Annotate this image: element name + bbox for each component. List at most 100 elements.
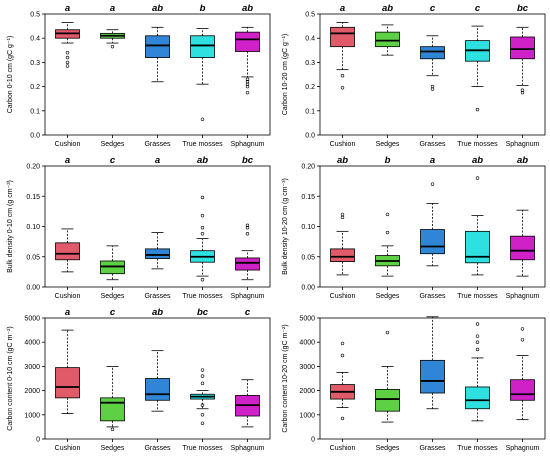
y-tick-label: 0.05 xyxy=(26,254,40,261)
iqr-box xyxy=(510,36,535,60)
significance-letter: c xyxy=(110,307,116,318)
y-tick-label: 4000 xyxy=(24,340,40,347)
outlier-point xyxy=(245,80,250,84)
significance-letter: b xyxy=(200,3,206,14)
outlier-point xyxy=(245,90,250,95)
significance-letter: c xyxy=(475,3,481,14)
iqr-box xyxy=(465,230,490,264)
y-tick-label: 0.1 xyxy=(305,108,315,115)
box-sedges xyxy=(375,330,400,423)
outlier-point xyxy=(200,374,205,378)
outlier-point xyxy=(200,413,205,417)
outlier-point xyxy=(475,322,480,326)
significance-letter: a xyxy=(65,307,70,318)
box-sedges xyxy=(100,245,125,281)
x-tick-label: True mosses xyxy=(182,141,223,148)
iqr-box xyxy=(420,229,445,255)
x-tick-label: Cushion xyxy=(330,293,356,300)
box-grasses xyxy=(420,35,445,91)
y-axis-label: Carbon content 0-10 cm (gC m⁻²) xyxy=(7,326,14,430)
y-tick-label: 0.10 xyxy=(301,224,315,231)
iqr-box xyxy=(330,26,355,48)
box-grasses xyxy=(145,26,170,83)
iqr-box xyxy=(375,31,400,48)
box-cushion xyxy=(330,22,355,90)
outlier-point xyxy=(200,403,205,407)
x-tick-label: Cushion xyxy=(330,445,356,452)
x-tick-label: Cushion xyxy=(55,293,81,300)
outlier-point xyxy=(245,232,250,236)
x-tick-label: True mosses xyxy=(182,293,223,300)
outlier-point xyxy=(110,44,115,49)
x-tick-label: Grasses xyxy=(144,445,171,452)
outlier-point xyxy=(475,334,480,338)
outlier-point xyxy=(520,90,525,95)
outlier-point xyxy=(430,87,435,91)
iqr-box xyxy=(145,378,170,401)
outlier-point xyxy=(340,353,345,358)
y-tick-label: 2000 xyxy=(24,388,40,395)
y-tick-label: 0 xyxy=(311,437,315,444)
y-tick-label: 0.0 xyxy=(305,133,315,140)
outlier-point xyxy=(65,51,70,55)
outlier-point xyxy=(65,60,70,65)
x-tick-label: Grasses xyxy=(419,141,446,148)
box-true-mosses xyxy=(190,195,215,282)
iqr-box xyxy=(420,46,445,60)
x-tick-label: True mosses xyxy=(457,141,498,148)
iqr-box xyxy=(375,388,400,412)
y-tick-label: 0.2 xyxy=(30,84,40,91)
y-axis-label: Carbon 10-20 cm (gC g⁻¹) xyxy=(282,34,289,116)
outlier-point xyxy=(430,182,435,186)
y-tick-label: 2000 xyxy=(299,388,315,395)
y-tick-label: 0.00 xyxy=(26,285,40,292)
outlier-point xyxy=(340,416,345,421)
x-tick-label: Grasses xyxy=(144,293,171,300)
outlier-point xyxy=(200,381,205,386)
significance-letter: bc xyxy=(242,155,254,166)
box-sedges xyxy=(375,24,400,56)
box-cushion xyxy=(55,228,80,273)
y-tick-label: 0 xyxy=(36,437,40,444)
significance-letter: c xyxy=(245,307,251,318)
x-tick-label: Grasses xyxy=(144,141,171,148)
y-tick-label: 3000 xyxy=(299,364,315,371)
significance-letter: bc xyxy=(197,307,209,318)
x-tick-label: Sedges xyxy=(376,293,400,300)
outlier-point xyxy=(385,330,390,335)
panel-3: 0.00 0.05 0.10 0.15 0.20 Bulk density 0-10 cm… xyxy=(7,155,271,300)
outlier-point xyxy=(200,232,205,236)
panel-2: 0.0 0.1 0.2 0.3 0.4 0.5 Carbon 10-20 cm (gC g⁻… xyxy=(282,3,546,148)
iqr-box xyxy=(100,260,125,275)
box-grasses xyxy=(145,350,170,412)
box-sphagnum xyxy=(510,327,535,421)
x-tick-label: Sphagnum xyxy=(231,141,265,148)
box-sedges xyxy=(375,212,400,277)
x-tick-label: Sedges xyxy=(101,445,125,452)
y-tick-label: 5000 xyxy=(299,316,315,323)
iqr-box xyxy=(330,248,355,262)
box-grasses xyxy=(145,232,170,270)
box-sedges xyxy=(100,29,125,49)
outlier-point xyxy=(65,64,70,68)
outlier-point xyxy=(200,195,205,200)
y-tick-label: 0.4 xyxy=(305,36,315,43)
outlier-point xyxy=(245,82,250,86)
significance-letter: a xyxy=(65,3,70,14)
outlier-point xyxy=(475,340,480,344)
panel-5: 0 1000 2000 3000 4000 5000 Carbon content 0-10… xyxy=(7,307,271,452)
panel-4: 0.00 0.05 0.10 0.15 0.20 Bulk density 10-20 c… xyxy=(282,155,546,300)
outlier-point xyxy=(475,107,480,112)
box-cushion xyxy=(330,341,355,421)
y-axis-label: Carbon content 10-20 cm (gC m⁻²) xyxy=(282,324,289,432)
box-true-mosses xyxy=(465,176,490,276)
iqr-box xyxy=(190,35,215,58)
y-tick-label: 0.20 xyxy=(301,164,315,171)
outlier-point xyxy=(520,327,525,331)
box-true-mosses xyxy=(190,28,215,121)
outlier-point xyxy=(245,84,250,89)
y-tick-label: 0.3 xyxy=(30,60,40,67)
outlier-point xyxy=(200,117,205,121)
y-tick-label: 0.10 xyxy=(26,224,40,231)
x-tick-label: Sphagnum xyxy=(506,293,540,300)
